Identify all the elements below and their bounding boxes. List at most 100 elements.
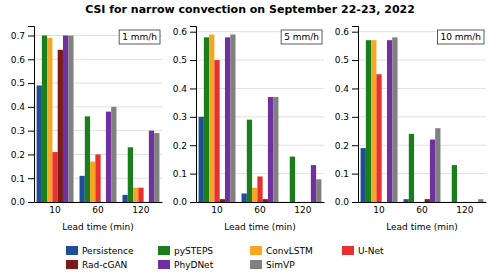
y-tick-mark (28, 83, 34, 84)
bar (204, 37, 209, 202)
bar (382, 202, 387, 203)
y-axis: 0.00.10.20.30.40.50.6 (173, 27, 197, 208)
legend-swatch (250, 246, 262, 255)
grid-line (34, 106, 162, 107)
panel-label: 10 mm/h (437, 30, 484, 44)
bar (63, 36, 68, 202)
x-axis-line (197, 202, 325, 203)
bar (106, 112, 111, 202)
grid (196, 32, 324, 202)
y-tick: 0.7 (11, 31, 34, 41)
bar-series (42, 36, 133, 202)
bar (42, 36, 47, 202)
bar (263, 199, 268, 202)
y-tick-mark (352, 88, 358, 89)
panel-label-box (119, 30, 160, 44)
bar (209, 35, 214, 202)
bar (90, 162, 95, 202)
x-tick-label: 120 (456, 205, 473, 215)
y-tick: 0.3 (335, 112, 358, 122)
legend-item: PhyDNet (158, 260, 214, 270)
panel-label-box (437, 30, 484, 44)
y-axis-line (28, 27, 35, 203)
bar (247, 120, 252, 202)
bar (468, 202, 473, 203)
panel-label-text: 5 mm/h (284, 32, 319, 42)
y-tick-mark (28, 154, 34, 155)
bars (361, 37, 484, 202)
grid-line (34, 130, 162, 131)
y-tick-label: 0.4 (335, 84, 350, 94)
y-tick-label: 0.2 (11, 150, 25, 160)
y-tick: 0.6 (173, 27, 196, 37)
y-tick: 0.0 (335, 197, 358, 207)
x-axis: 1060120 (359, 203, 487, 216)
x-tick: 60 (416, 205, 428, 215)
legend-label: pySTEPS (174, 246, 213, 256)
x-tick-label: 10 (49, 205, 61, 215)
y-axis-line (190, 27, 197, 203)
bar (149, 131, 154, 202)
y-tick-mark (190, 174, 196, 175)
y-tick-label: 0.6 (11, 55, 26, 65)
y-tick: 0.5 (11, 78, 34, 88)
y-tick-mark (190, 117, 196, 118)
y-tick-mark (28, 131, 34, 132)
y-tick-mark (352, 60, 358, 61)
y-tick-label: 0.0 (335, 197, 350, 207)
legend-item: Persistence (66, 246, 134, 256)
y-tick-label: 0.6 (335, 27, 350, 37)
grid-line (358, 60, 486, 61)
bar (425, 199, 430, 202)
bar (316, 179, 321, 202)
bar (290, 157, 295, 202)
bar (154, 133, 159, 202)
bar-series (214, 60, 262, 202)
legend-item: U-Net (342, 246, 384, 256)
y-tick-label: 0.2 (335, 141, 349, 151)
bar (311, 165, 316, 202)
bar-series (392, 37, 483, 202)
y-tick-mark (28, 202, 34, 203)
bar (361, 148, 366, 202)
bar (214, 60, 219, 202)
bar (144, 202, 149, 203)
y-tick-mark (352, 174, 358, 175)
y-tick: 0.2 (335, 141, 358, 151)
x-tick: 120 (132, 205, 149, 215)
y-tick-mark (352, 117, 358, 118)
panel-label: 5 mm/h (281, 30, 322, 44)
bar (462, 202, 467, 203)
bar-series (204, 37, 295, 202)
title: CSI for narrow convection on September 2… (85, 3, 415, 16)
bar-series (68, 36, 159, 202)
bar-series (230, 35, 321, 202)
y-tick-label: 0.4 (11, 102, 26, 112)
y-tick-mark (352, 145, 358, 146)
bar (80, 176, 85, 202)
y-tick: 0.2 (173, 141, 196, 151)
legend-label: ConvLSTM (266, 246, 313, 256)
bar (52, 152, 57, 202)
y-tick: 0.2 (11, 150, 34, 160)
x-axis-title: Lead time (min) (386, 222, 458, 232)
panel-label-text: 10 mm/h (440, 32, 481, 42)
bar (101, 202, 106, 203)
bar (366, 40, 371, 202)
bar (37, 85, 42, 202)
x-axis: 1060120 (35, 203, 163, 216)
y-tick-mark (352, 32, 358, 33)
y-tick-label: 0.5 (173, 55, 187, 65)
bar (446, 202, 451, 203)
y-axis-line (352, 27, 359, 203)
bars (199, 35, 322, 202)
y-tick: 0.6 (335, 27, 358, 37)
bar (273, 97, 278, 202)
bar-series (58, 50, 63, 202)
bar-series (366, 40, 457, 202)
y-tick-label: 0.1 (11, 174, 25, 184)
bar (392, 37, 397, 202)
y-tick: 0.5 (173, 55, 196, 65)
y-tick-mark (190, 32, 196, 33)
bar (268, 97, 273, 202)
